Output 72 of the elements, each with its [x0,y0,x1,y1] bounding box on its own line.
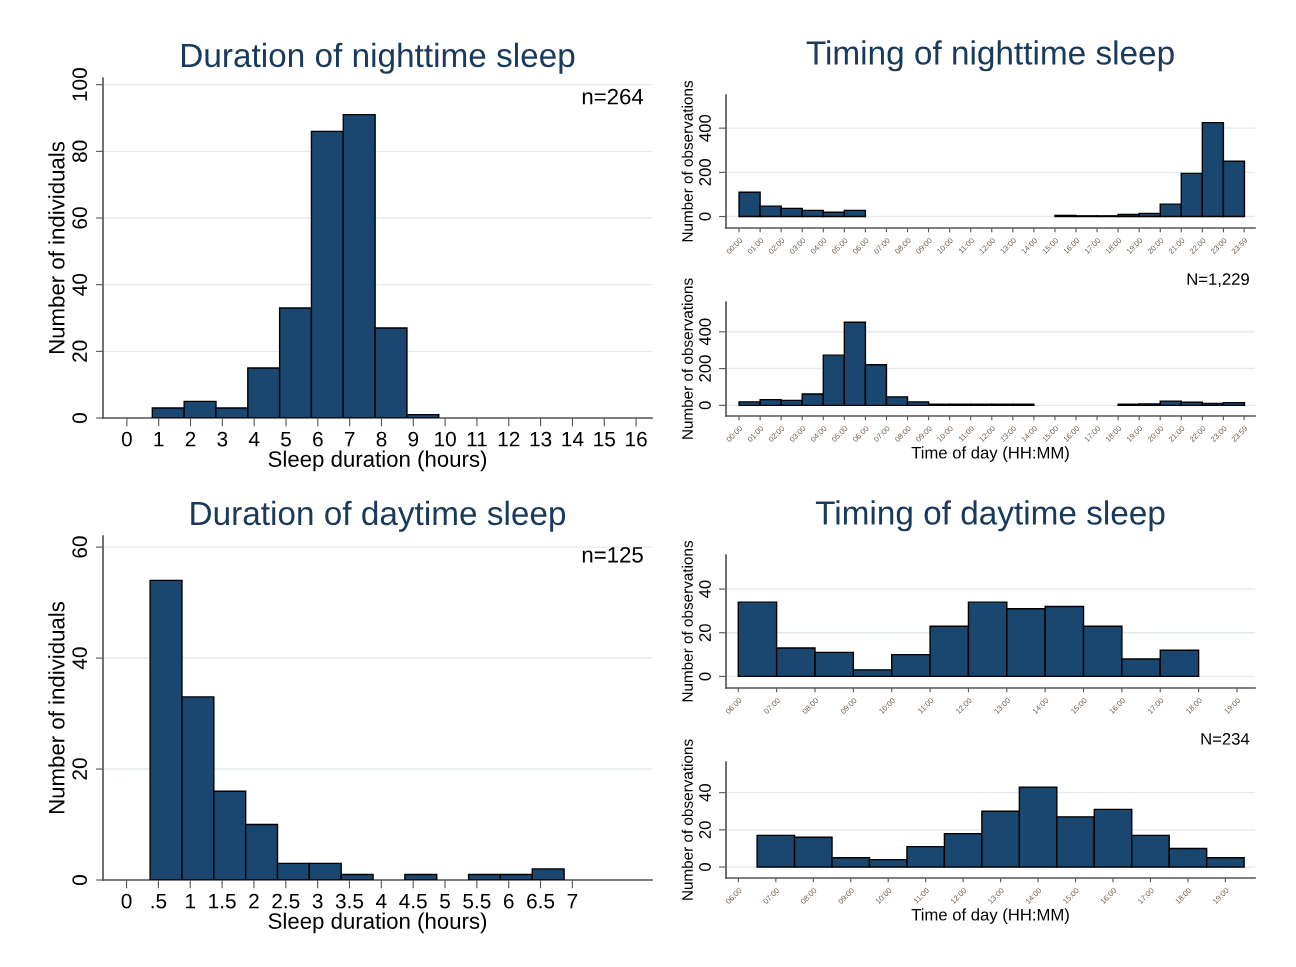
x-tick-label: 0 [121,431,132,447]
x-tick-label: 4 [376,893,387,909]
y-tick-label: 20 [699,821,711,839]
chart-title: Duration of nighttime sleep [181,42,575,74]
y-tick-label: 40 [72,647,88,670]
x-tick-label: 3.5 [335,893,364,909]
y-tick-label: 0 [699,212,711,221]
x-tick-label: 5.5 [463,893,491,909]
y-tick-label: 0 [699,672,711,681]
chart-title: Timing of daytime sleep [815,500,1165,532]
x-tick-label: 10 [435,431,456,447]
x-tick-label: 16 [626,431,647,447]
y-tick-label: 20 [72,340,88,362]
y-tick-label: 0 [699,401,711,410]
x-tick-label: 5 [440,893,450,909]
x-tick-label: 0 [121,893,132,909]
x-axis-title: Sleep duration (hours) [268,450,487,472]
x-tick-label: 2.5 [272,893,300,909]
y-axis-title: Number of observations [681,739,693,900]
x-tick-label: 11 [467,431,487,447]
text: N=234 [1201,732,1250,745]
x-tick-label: 3 [312,893,323,909]
y-axis-title: Number of individuals [48,141,65,354]
x-tick-label: 2 [185,431,196,447]
y-tick-label: 80 [72,140,88,163]
x-tick-label: 1 [154,431,164,447]
y-tick-label: 0 [72,875,88,885]
y-tick-label: 200 [699,159,711,186]
text: N=1,229 [1187,273,1249,287]
x-tick-label: 12 [498,431,520,447]
x-axis-title: Sleep duration (hours) [268,912,487,934]
y-axis-title: Number of observations [681,540,693,702]
x-tick-label: 6 [313,431,323,447]
y-tick-label: 60 [72,207,88,229]
x-tick-label: 1 [186,893,196,909]
x-tick-label: 14 [562,431,584,447]
x-axis-title: Time of day (HH:MM) [911,908,1069,924]
y-axis-title: Number of individuals [48,601,65,814]
x-tick-label: 15 [594,431,615,447]
y-tick-label: 0 [699,863,711,872]
x-tick-label: 3 [217,431,228,447]
y-tick-label: 100 [72,68,88,101]
x-tick-label: 4 [248,431,260,447]
x-tick-label: 6 [503,893,514,909]
y-tick-label: 400 [699,114,711,142]
x-tick-label: 5 [281,431,291,447]
x-tick-label: 4.5 [399,893,427,909]
x-tick-label: 9 [408,431,419,447]
y-axis-title: Number of observations [681,278,693,439]
x-tick-label: 13 [530,431,552,447]
x-tick-label: .5 [151,893,167,909]
x-tick-label: 6.5 [527,893,555,909]
y-tick-label: 40 [699,784,711,802]
annotation: n=264 [582,88,644,105]
x-axis-title: Time of day (HH:MM) [911,446,1069,462]
x-tick-label: 7 [567,893,578,909]
y-tick-label: 200 [699,355,711,382]
y-tick-label: 400 [699,318,711,346]
x-tick-label: 8 [376,431,387,447]
x-tick-label: 2 [249,893,259,909]
x-tick-label: 1.5 [209,893,236,909]
y-tick-label: 60 [72,536,88,558]
chart-title: Timing of nighttime sleep [806,40,1174,72]
y-tick-label: 20 [72,758,88,780]
y-tick-label: 0 [72,413,88,423]
x-tick-label: 7 [344,431,355,447]
chart-title: Duration of daytime sleep [191,500,566,532]
y-axis-title: Number of observations [681,80,693,242]
annotation: n=125 [582,546,643,563]
y-tick-label: 40 [72,273,88,296]
y-tick-label: 40 [699,580,711,598]
y-tick-label: 20 [699,624,711,642]
